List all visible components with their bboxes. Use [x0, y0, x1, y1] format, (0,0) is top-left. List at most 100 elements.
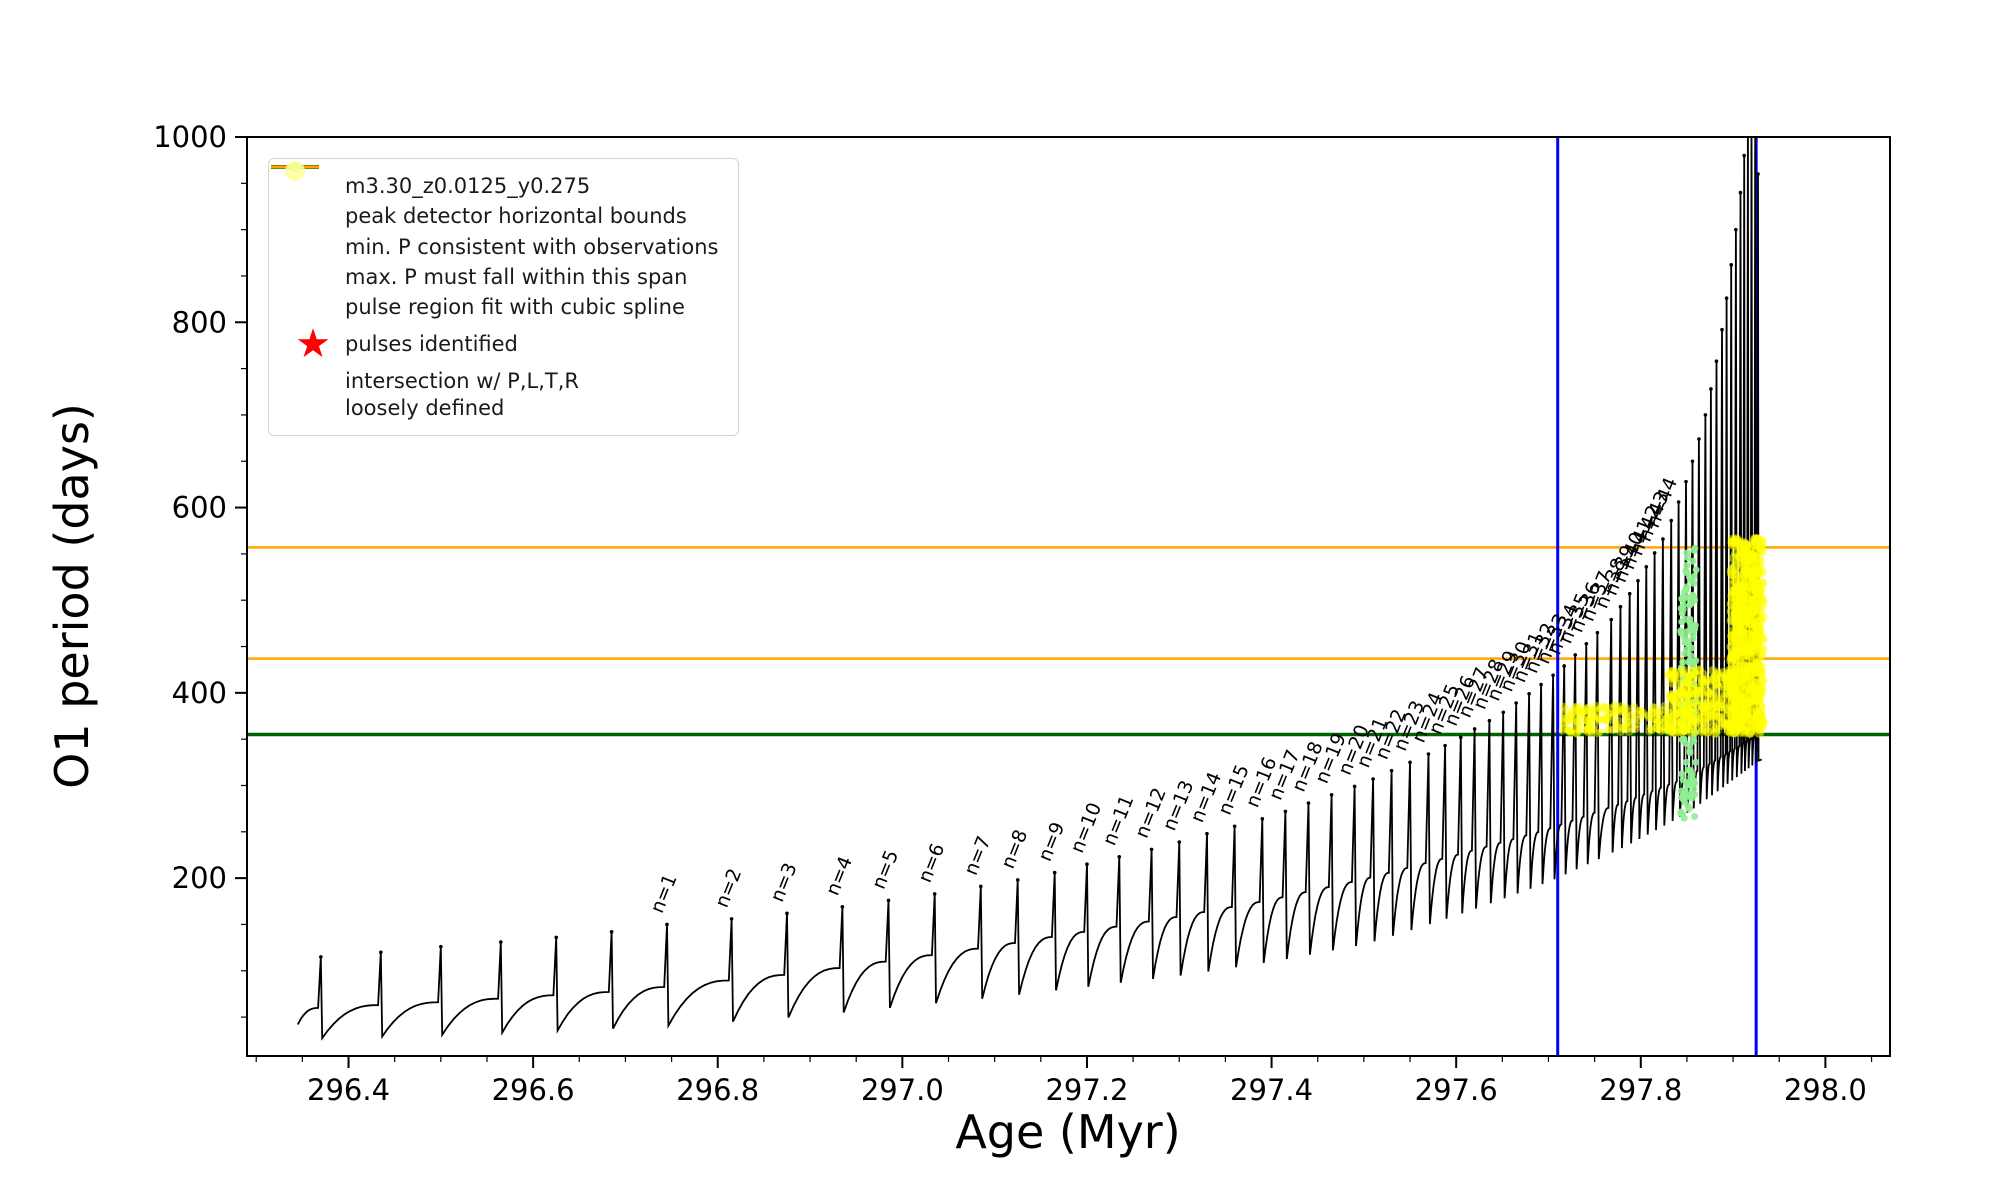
- pulse-label: n=10: [1066, 799, 1106, 856]
- scatter-point: [1729, 587, 1740, 598]
- scatter-point: [1606, 704, 1615, 713]
- legend-entry: min. P consistent with observations: [271, 165, 718, 260]
- scatter-point: [1565, 727, 1574, 736]
- legend-entry: pulse region fit with cubic spline: [281, 162, 718, 320]
- scatter-point: [1683, 561, 1691, 569]
- scatter-point: [1748, 570, 1759, 581]
- scatter-point: [1655, 708, 1664, 717]
- scatter-point: [1653, 724, 1662, 733]
- scatter-point: [1727, 680, 1738, 691]
- scatter-point: [1685, 640, 1692, 648]
- scatter-point: [1593, 715, 1602, 724]
- scatter-point: [1564, 716, 1573, 725]
- scatter-point: [1686, 573, 1693, 581]
- curve-point-marker: [1260, 817, 1265, 821]
- x-tick-label: 298.0: [1784, 1073, 1867, 1107]
- scatter-point: [1571, 713, 1580, 722]
- scatter-point: [1682, 567, 1690, 575]
- pulse-label: n=1: [646, 871, 681, 916]
- pulse-label: n=8: [997, 826, 1032, 871]
- scatter-point: [1592, 706, 1601, 715]
- scatter-point: [1624, 707, 1633, 716]
- curve-point-marker: [1661, 537, 1665, 541]
- scatter-point: [1690, 547, 1698, 554]
- scatter-point: [1638, 708, 1647, 717]
- curve-point-marker: [1595, 630, 1600, 635]
- scatter-point: [1683, 628, 1691, 636]
- scatter-point: [1736, 650, 1747, 661]
- scatter-point: [1646, 723, 1655, 732]
- scatter-point: [1623, 724, 1632, 733]
- scatter-point: [1622, 713, 1631, 722]
- scatter-point: [1647, 726, 1656, 735]
- legend-entry: m3.30_z0.0125_y0.275: [271, 164, 718, 199]
- curve-point-marker: [1443, 743, 1447, 748]
- scatter-point: [1567, 727, 1576, 736]
- scatter-point: [1741, 636, 1752, 647]
- curve-point-marker: [1584, 641, 1589, 646]
- curve-point-marker: [1329, 792, 1334, 797]
- scatter-point: [1736, 547, 1747, 558]
- curve-point-marker: [1753, 126, 1757, 130]
- curve-point-marker: [1627, 591, 1632, 596]
- scatter-point: [1595, 704, 1604, 713]
- scatter-point: [1682, 758, 1690, 766]
- curve-point-marker: [1618, 604, 1623, 609]
- scatter-point: [1577, 707, 1586, 716]
- scatter-point: [1586, 718, 1595, 727]
- curve-point-marker: [1644, 565, 1649, 569]
- scatter-point: [1638, 711, 1647, 720]
- legend: m3.30_z0.0125_y0.275 peak detector horizo…: [268, 158, 740, 436]
- scatter-point: [1567, 710, 1576, 718]
- legend-entry-label: max. P must fall within this span: [345, 264, 688, 289]
- y-tick-label: 600: [172, 491, 227, 525]
- curve-point-marker: [609, 930, 614, 934]
- scatter-intersection-band-right: [1664, 665, 1740, 738]
- scatter-point: [1744, 727, 1755, 738]
- curve-point-marker: [1015, 878, 1020, 882]
- legend-entry: max. P must fall within this span: [271, 165, 718, 290]
- scatter-point: [1755, 542, 1766, 553]
- scatter-point: [1611, 718, 1620, 727]
- scatter-point: [1567, 726, 1576, 735]
- scatter-point: [1568, 708, 1577, 717]
- scatter-point: [1627, 711, 1636, 720]
- scatter-point: [1697, 727, 1707, 737]
- curve-point-marker: [1283, 809, 1288, 814]
- scatter-point: [1735, 539, 1746, 550]
- scatter-point: [1608, 712, 1617, 721]
- curve-point-marker: [499, 940, 503, 944]
- scatter-point: [1576, 719, 1585, 728]
- legend-entry: intersection w/ P,L,T,R loosely defined: [281, 161, 718, 421]
- scatter-point: [1624, 717, 1633, 726]
- scatter-point: [1734, 663, 1745, 673]
- curve-point-marker: [840, 905, 845, 909]
- scatter-point: [1559, 719, 1568, 728]
- scatter-point: [1614, 724, 1623, 733]
- scatter-point: [1714, 691, 1724, 701]
- curve-point-marker: [1756, 172, 1760, 176]
- scatter-point: [1650, 715, 1659, 724]
- curve-point-marker: [1371, 777, 1375, 781]
- legend-entry-label: pulse region fit with cubic spline: [345, 295, 685, 319]
- scatter-point: [1573, 706, 1582, 715]
- scatter-point: [1624, 718, 1633, 727]
- scatter-point: [1571, 720, 1580, 729]
- main-series-curve: [297, 126, 1762, 1041]
- scatter-point: [1613, 706, 1621, 715]
- scatter-point: [1585, 703, 1593, 712]
- scatter-point: [1690, 737, 1698, 745]
- curve-point-marker: [1562, 664, 1566, 668]
- scatter-point: [1572, 702, 1580, 711]
- curve-point-marker: [886, 898, 891, 903]
- scatter-point: [1690, 778, 1698, 786]
- curve-point-marker: [1389, 768, 1394, 773]
- scatter-point: [1691, 621, 1699, 629]
- legend-entry-label: m3.30_z0.0125_y0.275: [345, 174, 591, 198]
- scatter-point: [1594, 714, 1603, 723]
- x-tick-label: 297.6: [1415, 1073, 1498, 1107]
- scatter-point: [1577, 709, 1586, 718]
- scatter-point: [1704, 711, 1714, 721]
- scatter-point: [1620, 708, 1629, 717]
